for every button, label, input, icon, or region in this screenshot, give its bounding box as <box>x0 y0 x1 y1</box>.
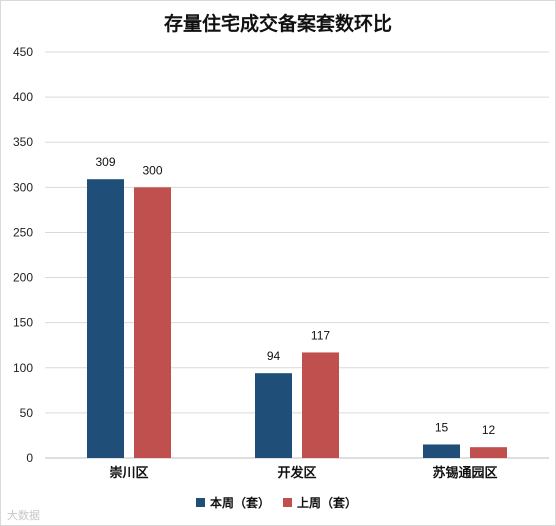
x-tick-label: 开发区 <box>277 465 316 481</box>
chart-title: 存量住宅成交备案套数环比 <box>164 12 392 35</box>
y-axis: 0 50 100 150 200 250 300 350 400 450 <box>13 45 33 465</box>
gridlines <box>45 51 549 459</box>
watermark: 大数据 <box>7 508 40 522</box>
data-label: 12 <box>482 423 496 437</box>
legend-swatch <box>283 498 292 507</box>
bar-this-week <box>423 444 460 458</box>
y-tick-label: 250 <box>13 225 33 239</box>
legend-label: 上周（套） <box>297 495 357 510</box>
x-tick-label: 苏锡通园区 <box>432 465 497 481</box>
legend-swatch <box>196 498 205 507</box>
legend: 本周（套） 上周（套） <box>196 495 357 510</box>
y-tick-label: 50 <box>20 406 34 420</box>
data-label: 117 <box>311 328 330 342</box>
bars <box>87 179 507 459</box>
bar-last-week <box>302 352 339 458</box>
data-label: 309 <box>95 155 115 169</box>
bar-this-week <box>255 373 292 458</box>
y-tick-label: 400 <box>13 90 33 104</box>
x-tick-label: 崇川区 <box>109 465 148 481</box>
y-tick-label: 350 <box>13 135 33 149</box>
legend-label: 本周（套） <box>210 495 270 510</box>
y-tick-label: 300 <box>13 180 33 194</box>
bar-this-week <box>87 179 124 459</box>
data-label: 300 <box>142 163 162 177</box>
x-axis: 崇川区 开发区 苏锡通园区 <box>109 465 497 481</box>
data-labels: 309 300 94 117 15 12 <box>95 155 495 437</box>
bar-last-week <box>134 187 171 459</box>
y-tick-label: 0 <box>26 451 33 465</box>
y-tick-label: 200 <box>13 271 33 285</box>
y-tick-label: 100 <box>13 361 33 375</box>
y-tick-label: 450 <box>13 45 33 59</box>
data-label: 94 <box>267 349 281 363</box>
bar-last-week <box>470 447 507 458</box>
data-label: 15 <box>435 420 449 434</box>
y-tick-label: 150 <box>13 316 33 330</box>
